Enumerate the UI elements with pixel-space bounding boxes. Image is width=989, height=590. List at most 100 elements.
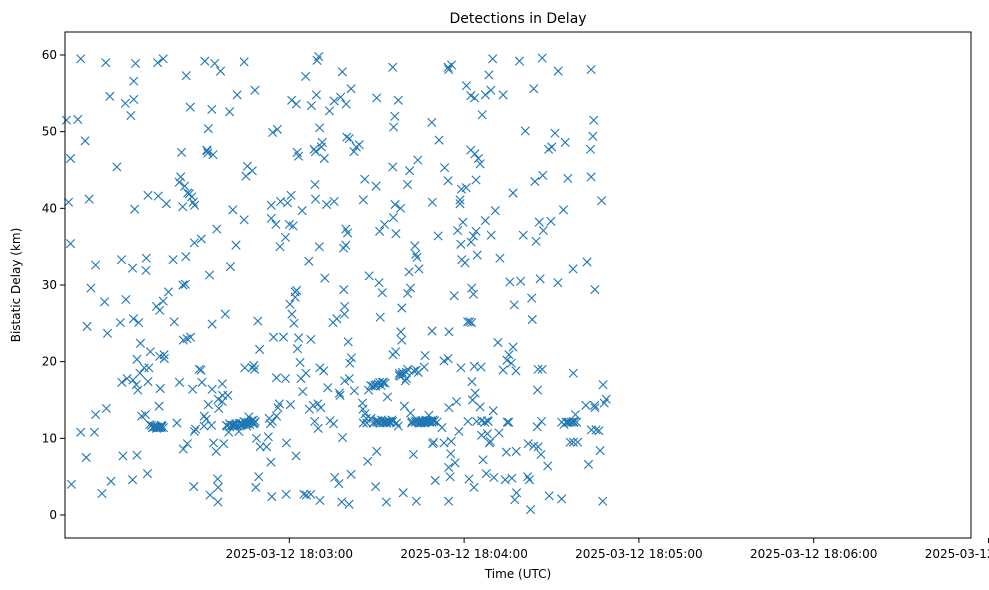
- data-point: [476, 362, 486, 372]
- data-point: [141, 265, 151, 276]
- x-tick-label: 2025-03-12 18:03:00: [226, 547, 353, 561]
- data-point: [573, 437, 583, 447]
- data-point: [400, 376, 410, 386]
- data-point: [586, 64, 596, 75]
- data-point: [274, 399, 284, 409]
- data-point: [344, 499, 354, 509]
- data-point: [126, 110, 136, 121]
- data-point: [427, 197, 437, 207]
- data-point: [488, 406, 498, 416]
- data-point: [516, 276, 526, 286]
- data-point: [90, 260, 101, 270]
- data-point: [529, 84, 539, 94]
- data-point: [590, 403, 600, 413]
- data-point: [178, 202, 188, 212]
- data-point: [444, 496, 454, 506]
- y-axis-ticks: 0 10 20 30 40 50 60: [42, 48, 65, 522]
- data-point: [174, 177, 184, 187]
- data-point: [144, 363, 154, 373]
- data-point: [427, 326, 437, 336]
- data-point: [239, 57, 249, 67]
- data-point: [349, 147, 359, 157]
- data-point: [285, 400, 296, 410]
- data-point: [560, 137, 570, 147]
- data-point: [208, 150, 218, 160]
- data-point: [81, 452, 91, 463]
- data-point: [163, 287, 174, 297]
- data-point: [130, 58, 141, 69]
- data-point: [132, 354, 142, 364]
- data-point: [377, 288, 387, 298]
- x-axis-label: Time (UTC): [484, 567, 551, 581]
- data-point: [129, 76, 139, 86]
- data-point: [139, 363, 149, 373]
- data-point: [434, 135, 444, 145]
- data-point: [413, 155, 423, 165]
- data-point: [598, 380, 608, 390]
- data-point: [204, 270, 215, 280]
- data-point: [127, 475, 138, 485]
- data-point: [66, 479, 76, 489]
- data-point: [329, 96, 339, 106]
- data-point: [316, 403, 326, 413]
- data-point: [537, 364, 547, 374]
- data-point: [485, 436, 495, 446]
- data-point: [207, 384, 217, 394]
- data-point: [393, 421, 403, 431]
- data-point: [366, 413, 376, 423]
- data-point: [537, 53, 547, 63]
- y-tick-label: 30: [42, 278, 57, 292]
- data-point: [199, 421, 209, 431]
- data-point: [478, 455, 488, 465]
- data-point: [253, 316, 263, 326]
- data-point: [450, 458, 460, 468]
- data-point: [523, 472, 533, 482]
- data-point: [538, 225, 548, 236]
- data-point: [206, 420, 217, 430]
- data-point: [498, 365, 508, 375]
- data-point: [142, 469, 153, 479]
- data-point: [368, 381, 378, 391]
- x-axis-ticks: 2025-03-12 18:03:00 2025-03-12 18:04:00 20…: [226, 538, 989, 561]
- data-point: [197, 377, 207, 387]
- data-point: [189, 238, 199, 248]
- data-point: [493, 337, 503, 348]
- data-point: [449, 291, 459, 301]
- data-point: [278, 332, 289, 342]
- data-point: [466, 237, 476, 247]
- data-point: [80, 136, 90, 146]
- data-point: [335, 92, 346, 102]
- data-point: [182, 439, 192, 449]
- data-point: [313, 423, 323, 433]
- data-point: [463, 416, 473, 427]
- data-point: [239, 215, 249, 225]
- data-point: [451, 396, 462, 407]
- data-point: [476, 430, 487, 440]
- data-point: [433, 231, 443, 241]
- data-point: [294, 151, 304, 161]
- data-point: [247, 363, 257, 373]
- data-point: [130, 204, 140, 214]
- data-point: [121, 294, 131, 305]
- data-point: [178, 444, 188, 454]
- data-point: [228, 205, 238, 215]
- data-point: [461, 183, 471, 193]
- data-point: [304, 256, 314, 266]
- data-point: [563, 173, 573, 184]
- data-point: [314, 51, 324, 62]
- data-point: [483, 416, 493, 427]
- data-point: [397, 367, 407, 377]
- data-point: [558, 205, 569, 215]
- data-point: [313, 399, 323, 409]
- data-point: [595, 446, 605, 456]
- data-point: [508, 342, 518, 352]
- data-point: [275, 242, 285, 252]
- data-point: [405, 166, 415, 176]
- data-point: [446, 449, 456, 459]
- data-point: [97, 488, 107, 499]
- data-point: [467, 395, 478, 405]
- data-point: [339, 309, 349, 319]
- data-point: [287, 95, 297, 105]
- data-point: [291, 99, 301, 109]
- data-point: [174, 377, 185, 387]
